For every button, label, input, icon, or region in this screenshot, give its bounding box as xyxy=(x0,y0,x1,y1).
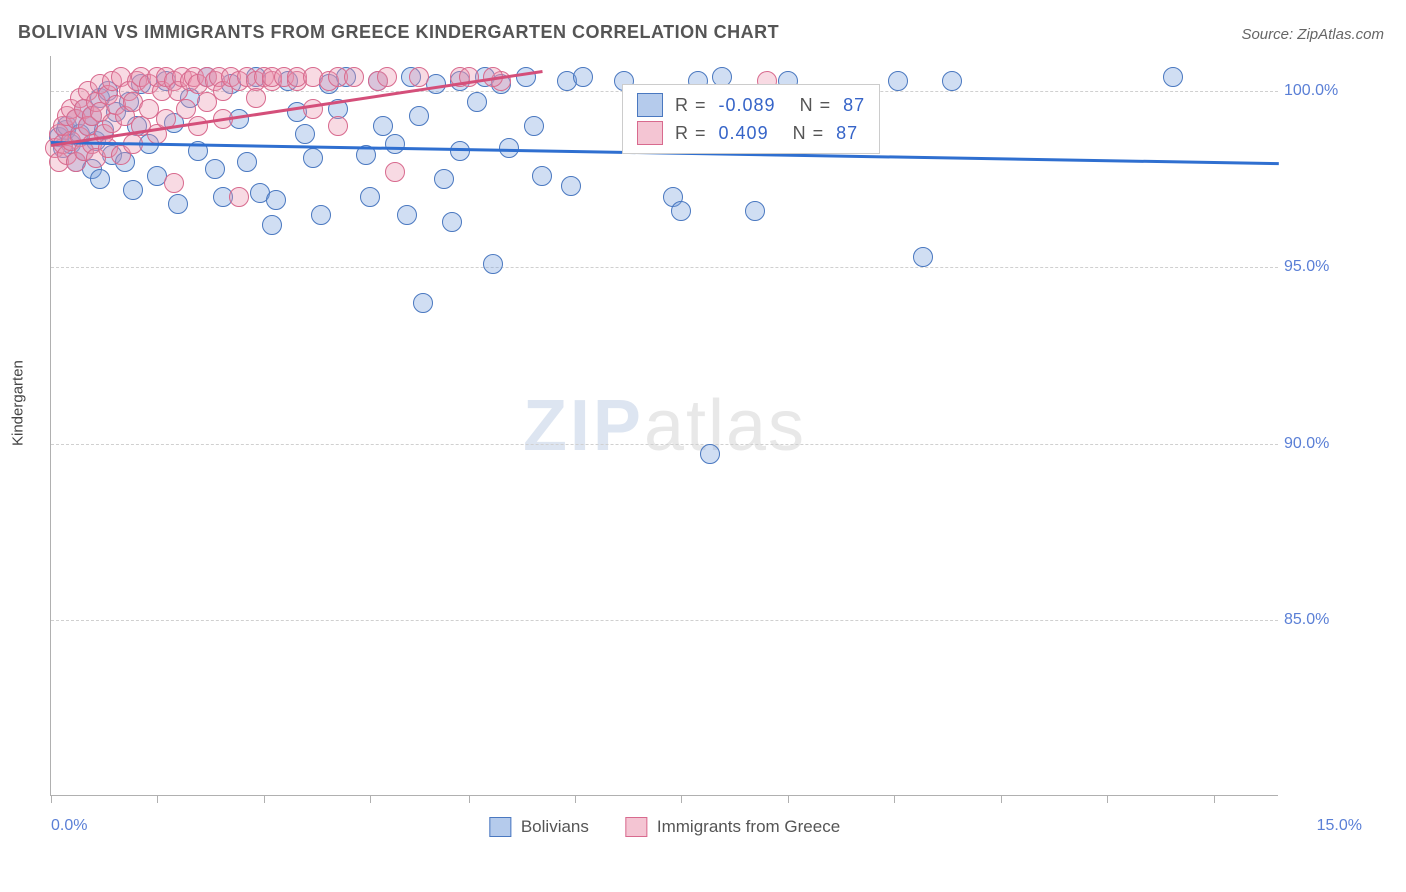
y-tick-label: 95.0% xyxy=(1284,258,1362,276)
gridline-h xyxy=(51,620,1278,621)
data-point xyxy=(377,67,397,87)
stat-n-value: 87 xyxy=(836,123,858,144)
data-point xyxy=(311,205,331,225)
data-point xyxy=(413,293,433,313)
source-label: Source: ZipAtlas.com xyxy=(1241,26,1384,43)
data-point xyxy=(246,88,266,108)
data-point xyxy=(499,138,519,158)
data-point xyxy=(561,176,581,196)
data-point xyxy=(266,190,286,210)
data-point xyxy=(262,215,282,235)
data-point xyxy=(700,444,720,464)
stats-swatch-pink xyxy=(637,121,663,145)
data-point xyxy=(168,194,188,214)
stat-n-value: 87 xyxy=(843,95,865,116)
data-point xyxy=(188,116,208,136)
y-axis-label: Kindergarten xyxy=(10,360,27,446)
data-point xyxy=(434,169,454,189)
data-point xyxy=(373,116,393,136)
data-point xyxy=(532,166,552,186)
data-point xyxy=(385,134,405,154)
x-tick xyxy=(51,795,52,803)
legend-item-greece: Immigrants from Greece xyxy=(625,817,840,837)
gridline-h xyxy=(51,267,1278,268)
data-point xyxy=(328,116,348,136)
data-point xyxy=(442,212,462,232)
data-point xyxy=(237,152,257,172)
x-tick xyxy=(894,795,895,803)
data-point xyxy=(90,169,110,189)
data-point xyxy=(176,99,196,119)
stats-box: R =-0.089 N =87R = 0.409 N =87 xyxy=(622,84,880,154)
stats-row: R = -0.089 N = 87 xyxy=(637,91,865,119)
y-tick-label: 100.0% xyxy=(1284,82,1362,100)
x-tick xyxy=(1214,795,1215,803)
data-point xyxy=(573,67,593,87)
data-point xyxy=(888,71,908,91)
data-point xyxy=(516,67,536,87)
stats-row: R = 0.409 N = 87 xyxy=(637,119,865,147)
x-axis-min-label: 0.0% xyxy=(51,817,87,835)
data-point xyxy=(123,180,143,200)
x-tick xyxy=(575,795,576,803)
data-point xyxy=(450,141,470,161)
data-point xyxy=(409,106,429,126)
data-point xyxy=(942,71,962,91)
chart-title: BOLIVIAN VS IMMIGRANTS FROM GREECE KINDE… xyxy=(18,22,779,43)
data-point xyxy=(295,124,315,144)
stat-r-value: 0.409 xyxy=(719,123,769,144)
x-axis-max-label: 15.0% xyxy=(1317,817,1362,835)
data-point xyxy=(385,162,405,182)
gridline-h xyxy=(51,444,1278,445)
scatter-plot-area: ZIPatlas Bolivians Immigrants from Greec… xyxy=(50,56,1278,796)
data-point xyxy=(344,67,364,87)
data-point xyxy=(524,116,544,136)
stats-swatch-blue xyxy=(637,93,663,117)
data-point xyxy=(745,201,765,221)
x-tick xyxy=(469,795,470,803)
x-tick xyxy=(1107,795,1108,803)
x-tick xyxy=(370,795,371,803)
data-point xyxy=(1163,67,1183,87)
watermark-part2: atlas xyxy=(644,386,806,466)
watermark-part1: ZIP xyxy=(523,386,644,466)
data-point xyxy=(913,247,933,267)
x-tick xyxy=(157,795,158,803)
data-point xyxy=(303,99,323,119)
legend: Bolivians Immigrants from Greece xyxy=(489,817,840,837)
y-tick-label: 90.0% xyxy=(1284,435,1362,453)
data-point xyxy=(205,159,225,179)
data-point xyxy=(360,187,380,207)
stat-n-label: N = xyxy=(781,123,825,144)
data-point xyxy=(409,67,429,87)
legend-swatch-pink xyxy=(625,817,647,837)
x-tick xyxy=(681,795,682,803)
data-point xyxy=(164,173,184,193)
data-point xyxy=(483,254,503,274)
watermark: ZIPatlas xyxy=(523,385,806,467)
legend-swatch-blue xyxy=(489,817,511,837)
data-point xyxy=(397,205,417,225)
y-tick-label: 85.0% xyxy=(1284,611,1362,629)
data-point xyxy=(303,148,323,168)
x-tick xyxy=(788,795,789,803)
legend-label: Bolivians xyxy=(521,817,589,837)
data-point xyxy=(229,187,249,207)
x-tick xyxy=(1001,795,1002,803)
stat-r-label: R = xyxy=(675,123,707,144)
stat-r-value: -0.089 xyxy=(719,95,776,116)
stat-n-label: N = xyxy=(788,95,832,116)
data-point xyxy=(467,92,487,112)
legend-item-bolivians: Bolivians xyxy=(489,817,589,837)
legend-label: Immigrants from Greece xyxy=(657,817,840,837)
x-tick xyxy=(264,795,265,803)
data-point xyxy=(671,201,691,221)
stat-r-label: R = xyxy=(675,95,707,116)
